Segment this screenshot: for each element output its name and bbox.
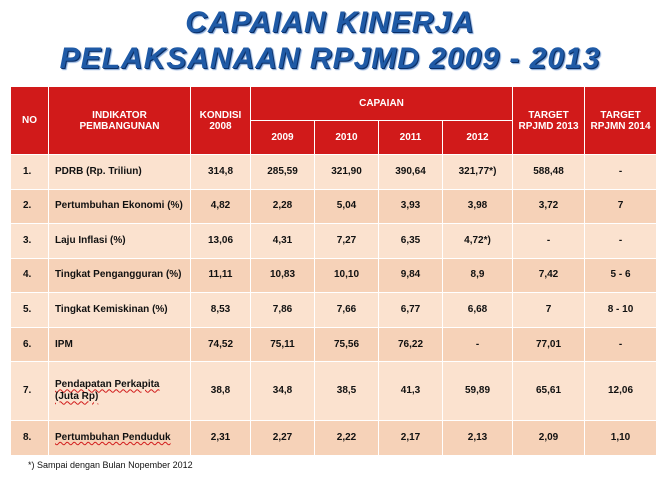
cell-kondisi: 38,8 — [190, 361, 251, 422]
cell-2012: 321,77*) — [441, 154, 514, 190]
cell-indikator: Pertumbuhan Penduduk — [48, 420, 191, 456]
cell-2010: 10,10 — [314, 257, 379, 294]
cell-2012: 4,72*) — [441, 223, 514, 259]
cell-2009: 2,28 — [250, 188, 315, 225]
page-title-line2: PELAKSANAAN RPJMD 2009 - 2013 — [59, 42, 601, 75]
cell-no: 3. — [10, 223, 49, 259]
cell-target-rpjmn: 7 — [584, 188, 658, 225]
cell-kondisi: 13,06 — [190, 223, 251, 259]
cell-2010: 75,56 — [314, 326, 379, 363]
cell-no: 4. — [10, 257, 49, 294]
cell-2010: 321,90 — [314, 154, 379, 190]
cell-target-rpjmn: 12,06 — [584, 361, 658, 422]
header-no: NO — [10, 86, 49, 155]
cell-2012: 6,68 — [441, 292, 514, 328]
cell-2010: 7,66 — [314, 292, 379, 328]
header-year-2009: 2009 — [250, 120, 315, 155]
header-year-2011: 2011 — [378, 120, 443, 155]
cell-2011: 76,22 — [378, 326, 443, 363]
cell-no: 2. — [10, 188, 49, 225]
cell-kondisi: 11,11 — [190, 257, 251, 294]
cell-target-rpjmd: 7 — [512, 292, 586, 328]
cell-2009: 285,59 — [250, 154, 315, 190]
cell-2011: 41,3 — [378, 361, 443, 422]
cell-2011: 6,35 — [378, 223, 443, 259]
cell-kondisi: 4,82 — [190, 188, 251, 225]
cell-target-rpjmn: - — [584, 223, 658, 259]
cell-indikator: PDRB (Rp. Triliun) — [48, 154, 191, 190]
cell-indikator-text: Pendapatan Perkapita (Juta Rp) — [55, 379, 160, 403]
cell-kondisi: 8,53 — [190, 292, 251, 328]
table-row: 6. IPM 74,52 75,11 75,56 76,22 - 77,01 - — [10, 326, 658, 363]
cell-indikator: Laju Inflasi (%) — [48, 223, 191, 259]
table-row: 3. Laju Inflasi (%) 13,06 4,31 7,27 6,35… — [10, 223, 658, 259]
cell-indikator-text: Pertumbuhan Penduduk — [55, 432, 171, 444]
cell-no: 1. — [10, 154, 49, 190]
performance-table: NO INDIKATOR PEMBANGUNAN KONDISI 2008 CA… — [10, 86, 658, 456]
footnote: *) Sampai dengan Bulan Nopember 2012 — [28, 460, 193, 470]
cell-target-rpjmd: 3,72 — [512, 188, 586, 225]
header-target-rpjmd: TARGET RPJMD 2013 — [512, 86, 586, 155]
header-capaian: CAPAIAN — [249, 86, 514, 121]
cell-target-rpjmn: 1,10 — [584, 420, 658, 456]
cell-2009: 10,83 — [250, 257, 315, 294]
table-row: 5. Tingkat Kemiskinan (%) 8,53 7,86 7,66… — [10, 292, 658, 328]
cell-2012: 3,98 — [441, 188, 514, 225]
cell-indikator: Tingkat Kemiskinan (%) — [48, 292, 191, 328]
cell-target-rpjmn: - — [584, 326, 658, 363]
cell-2009: 7,86 — [250, 292, 315, 328]
cell-target-rpjmd: 588,48 — [512, 154, 586, 190]
cell-2010: 5,04 — [314, 188, 379, 225]
cell-2009: 75,11 — [250, 326, 315, 363]
cell-no: 6. — [10, 326, 49, 363]
cell-indikator: IPM — [48, 326, 191, 363]
cell-2011: 3,93 — [378, 188, 443, 225]
cell-target-rpjmn: 5 - 6 — [584, 257, 658, 294]
header-year-2012: 2012 — [441, 120, 514, 155]
cell-2011: 9,84 — [378, 257, 443, 294]
cell-no: 7. — [10, 361, 49, 422]
header-year-2010: 2010 — [314, 120, 379, 155]
cell-2012: - — [441, 326, 514, 363]
header-kondisi: KONDISI 2008 — [190, 86, 251, 155]
table-row: 2. Pertumbuhan Ekonomi (%) 4,82 2,28 5,0… — [10, 188, 658, 225]
cell-2012: 2,13 — [441, 420, 514, 456]
cell-2009: 34,8 — [250, 361, 315, 422]
cell-2010: 2,22 — [314, 420, 379, 456]
cell-2011: 2,17 — [378, 420, 443, 456]
cell-kondisi: 74,52 — [190, 326, 251, 363]
cell-target-rpjmd: 65,61 — [512, 361, 586, 422]
cell-2010: 7,27 — [314, 223, 379, 259]
table-row: 8. Pertumbuhan Penduduk 2,31 2,27 2,22 2… — [10, 420, 658, 456]
cell-2009: 2,27 — [250, 420, 315, 456]
header-target-rpjmn: TARGET RPJMN 2014 — [584, 86, 658, 155]
cell-target-rpjmn: 8 - 10 — [584, 292, 658, 328]
header-indikator: INDIKATOR PEMBANGUNAN — [48, 86, 191, 155]
cell-kondisi: 2,31 — [190, 420, 251, 456]
cell-2010: 38,5 — [314, 361, 379, 422]
cell-2009: 4,31 — [250, 223, 315, 259]
cell-target-rpjmn: - — [584, 154, 658, 190]
cell-indikator: Tingkat Pengangguran (%) — [48, 257, 191, 294]
cell-target-rpjmd: 2,09 — [512, 420, 586, 456]
cell-indikator: Pendapatan Perkapita (Juta Rp) — [48, 361, 191, 422]
table-row: 1. PDRB (Rp. Triliun) 314,8 285,59 321,9… — [10, 154, 658, 190]
cell-2011: 6,77 — [378, 292, 443, 328]
cell-no: 8. — [10, 420, 49, 456]
cell-2011: 390,64 — [378, 154, 443, 190]
cell-no: 5. — [10, 292, 49, 328]
table-row: 4. Tingkat Pengangguran (%) 11,11 10,83 … — [10, 257, 658, 294]
cell-2012: 59,89 — [441, 361, 514, 422]
cell-kondisi: 314,8 — [190, 154, 251, 190]
cell-indikator: Pertumbuhan Ekonomi (%) — [48, 188, 191, 225]
cell-target-rpjmd: 77,01 — [512, 326, 586, 363]
page-title-line1: CAPAIAN KINERJA — [185, 6, 475, 39]
cell-2012: 8,9 — [441, 257, 514, 294]
cell-target-rpjmd: 7,42 — [512, 257, 586, 294]
table-row: 7. Pendapatan Perkapita (Juta Rp) 38,8 3… — [10, 361, 658, 422]
cell-target-rpjmd: - — [512, 223, 586, 259]
